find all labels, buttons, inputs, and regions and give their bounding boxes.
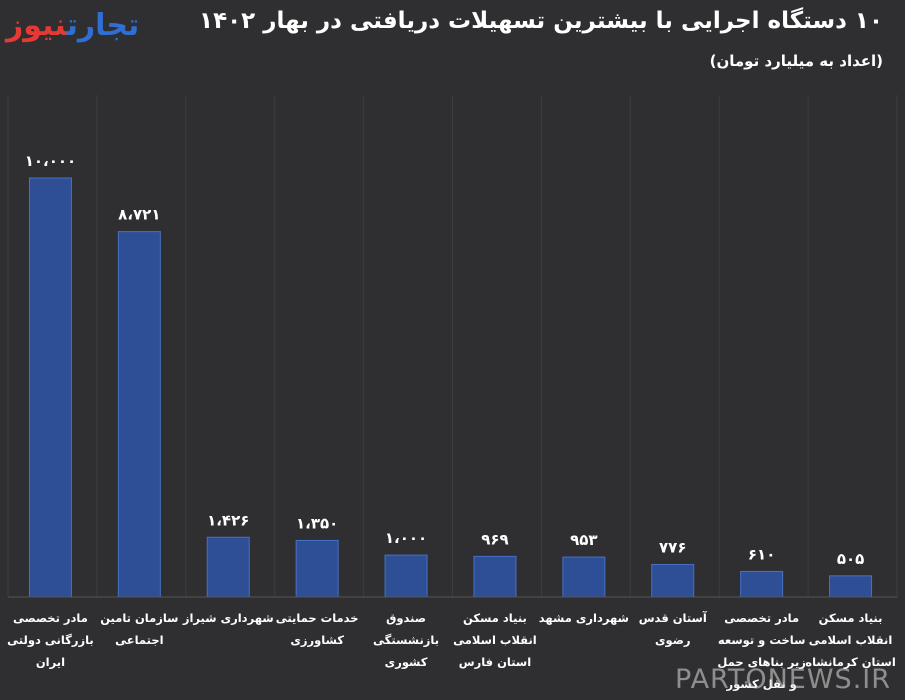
category-label: و نقل کشور [726,677,797,692]
bar [117,231,161,598]
value-label: ۹۶۹ [481,530,508,548]
category-label: شهرداری مشهد [539,611,629,625]
category-label: زیر بناهای حمل [717,655,806,669]
chart-subtitle: (اعداد به میلیارد تومان) [709,52,883,70]
bar [206,536,250,598]
value-label: ۱۰،۰۰۰ [25,152,76,170]
category-label: بازنشستگی [373,633,439,647]
value-label: ۱،۳۵۰ [296,514,338,532]
category-label: استان کرمانشاه [805,655,896,669]
category-label: صندوق [386,611,426,626]
bar [562,556,606,598]
category-label: کشوری [385,655,428,670]
category-label: ایران [36,655,65,669]
value-label: ۱،۰۰۰ [385,529,427,547]
category-label: بنیاد مسکن [463,611,527,625]
category-label: اجتماعی [115,633,163,647]
logo-word-news: نیوز [6,8,68,43]
bar [829,575,873,598]
category-label: مادر تخصصی [13,611,88,625]
category-label: کشاورزی [290,633,344,648]
category-label: انقلاب اسلامی [809,633,893,647]
chart-title: ۱۰ دستگاه اجرایی با بیشترین تسهیلات دریا… [199,8,883,34]
category-label: ساخت و توسعه [718,633,806,648]
category-label: سازمان تامین [100,611,178,625]
category-labels: مادر تخصصی بازرگانی دولتی ایران سازمان تامی… [7,611,896,692]
category-label: مادر تخصصی [724,611,799,625]
category-label: خدمات حمایتی [276,611,359,625]
bar [384,554,428,598]
value-label: ۱،۴۲۶ [207,511,249,529]
bar [651,563,695,598]
bars [28,177,873,598]
bar [28,177,72,598]
category-label: آستان قدس [639,611,708,625]
value-labels: ۱۰،۰۰۰ ۸،۷۲۱ ۱،۴۲۶ ۱،۳۵۰ ۱،۰۰۰ ۹۶۹ ۹۵۳ ۷۷۶ ۶۱۰ ۵۰… [25,152,865,568]
category-label: استان فارس [459,655,531,669]
logo-word-tejarat: تجارت [66,8,141,43]
bar [740,570,784,598]
category-label: رضوی [655,633,690,648]
value-label: ۵۰۵ [837,550,864,568]
category-label: شهرداری شیراز [182,611,274,625]
value-label: ۶۱۰ [748,545,775,563]
gridlines [7,95,898,597]
value-label: ۹۵۳ [570,531,597,549]
bar [473,555,517,598]
brand-logo: تجارتنیوز [6,8,141,43]
watermark: PARTONEWS.IR [675,664,891,695]
category-label: بنیاد مسکن [819,611,883,625]
value-label: ۸،۷۲۱ [118,206,160,224]
category-label: انقلاب اسلامی [453,633,537,647]
bar [295,539,339,598]
value-label: ۷۷۶ [659,538,686,556]
category-label: بازرگانی دولتی [7,633,94,648]
